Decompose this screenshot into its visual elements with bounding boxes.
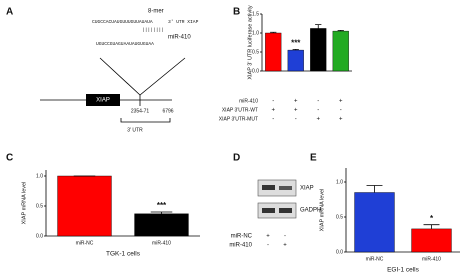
end-label: 6796 bbox=[162, 108, 173, 114]
bar bbox=[134, 213, 189, 237]
error-bar bbox=[315, 24, 322, 29]
error-bar bbox=[270, 31, 277, 33]
y-tick-label: 1.0 bbox=[36, 173, 43, 179]
condition-sign: + bbox=[339, 117, 343, 123]
condition-name: miR-410 bbox=[229, 243, 252, 249]
band-label: GADPH bbox=[300, 208, 321, 214]
error-bar bbox=[337, 29, 344, 32]
condition-sign: - bbox=[317, 108, 319, 114]
condition-name: miR-NC bbox=[231, 234, 253, 240]
condition-sign: + bbox=[339, 99, 343, 105]
blot bbox=[257, 202, 297, 219]
panel-label: B bbox=[233, 7, 240, 18]
bar bbox=[57, 175, 112, 237]
bar bbox=[287, 49, 304, 72]
blot-band bbox=[279, 208, 292, 213]
gene-label: XIAP bbox=[96, 98, 110, 104]
condition-sign: - bbox=[317, 99, 319, 105]
x-tick-label: miR-NC bbox=[366, 256, 384, 262]
bar bbox=[332, 30, 349, 72]
error-bar bbox=[292, 48, 299, 51]
y-tick-label: 0.5 bbox=[252, 49, 259, 55]
x-tick-label: miR-410 bbox=[422, 256, 441, 262]
y-axis-label: XIAP mRNA level bbox=[21, 182, 27, 225]
y-tick-label: 1.0 bbox=[336, 179, 343, 185]
condition-sign: + bbox=[294, 99, 298, 105]
utr-name: 3' UTR XIAP bbox=[168, 19, 199, 25]
condition-name: miR-410 bbox=[239, 98, 258, 104]
blot-band bbox=[262, 185, 275, 190]
condition-sign: - bbox=[272, 117, 274, 123]
panel-label: A bbox=[6, 7, 13, 18]
significance: *** bbox=[291, 38, 301, 47]
y-tick-label: 0.5 bbox=[36, 203, 43, 209]
condition-sign: - bbox=[340, 108, 342, 114]
mir-seq: UGUCCGUAGUAAUAUGUGUAA bbox=[96, 41, 154, 47]
condition-sign: - bbox=[272, 99, 274, 105]
significance: *** bbox=[157, 201, 167, 210]
panel-label: C bbox=[6, 153, 13, 164]
y-tick-label: 0.5 bbox=[336, 214, 343, 220]
error-bar bbox=[423, 224, 440, 229]
condition-sign: + bbox=[266, 234, 270, 240]
x-axis-label: EGI-1 cells bbox=[387, 267, 420, 274]
y-tick-label: 0.0 bbox=[36, 233, 43, 239]
utr-seq: CUGCCACUAUGUUUGUUAUAUA bbox=[92, 19, 153, 25]
blot-band bbox=[279, 186, 292, 190]
bar bbox=[265, 32, 282, 72]
band-label: XIAP bbox=[300, 186, 314, 192]
condition-sign: + bbox=[294, 108, 298, 114]
gene-box bbox=[86, 94, 120, 106]
region-label: 3' UTR bbox=[127, 127, 143, 133]
y-axis-label: XIAP mRNA level bbox=[319, 189, 325, 232]
condition-name: XIAP 3'UTR-MUT bbox=[219, 116, 258, 122]
y-tick-label: 1.0 bbox=[252, 30, 259, 36]
condition-sign: + bbox=[271, 108, 275, 114]
panel-label: E bbox=[310, 153, 317, 164]
mir-name: miR-410 bbox=[168, 35, 191, 41]
pairing: |||||||| bbox=[142, 27, 164, 33]
condition-sign: - bbox=[295, 117, 297, 123]
panel-label: D bbox=[233, 153, 240, 164]
seed-label: 8-mer bbox=[148, 9, 164, 15]
blot bbox=[257, 179, 297, 197]
utr-bracket bbox=[120, 118, 171, 123]
y-tick-label: 1.5 bbox=[252, 11, 259, 17]
error-bar bbox=[150, 211, 173, 214]
bar bbox=[310, 28, 327, 72]
bar bbox=[354, 192, 395, 253]
condition-sign: + bbox=[316, 117, 320, 123]
bar bbox=[411, 228, 452, 253]
callout bbox=[99, 57, 186, 96]
x-tick-label: miR-410 bbox=[152, 240, 171, 246]
condition-name: XIAP 3'UTR-WT bbox=[222, 107, 258, 113]
y-tick-label: 0.0 bbox=[252, 68, 259, 74]
blot-band bbox=[262, 208, 275, 213]
significance: * bbox=[430, 214, 434, 223]
condition-sign: - bbox=[267, 243, 269, 249]
condition-sign: + bbox=[283, 243, 287, 249]
x-tick-label: miR-NC bbox=[76, 240, 94, 246]
y-axis-label: XIAP 3' UTR luciferase activity bbox=[247, 5, 253, 80]
site-label: 2354-71 bbox=[131, 108, 150, 114]
x-axis-label: TGK-1 cells bbox=[106, 251, 141, 258]
condition-sign: - bbox=[284, 234, 286, 240]
error-bar bbox=[366, 185, 383, 193]
y-tick-label: 0.0 bbox=[336, 249, 343, 255]
